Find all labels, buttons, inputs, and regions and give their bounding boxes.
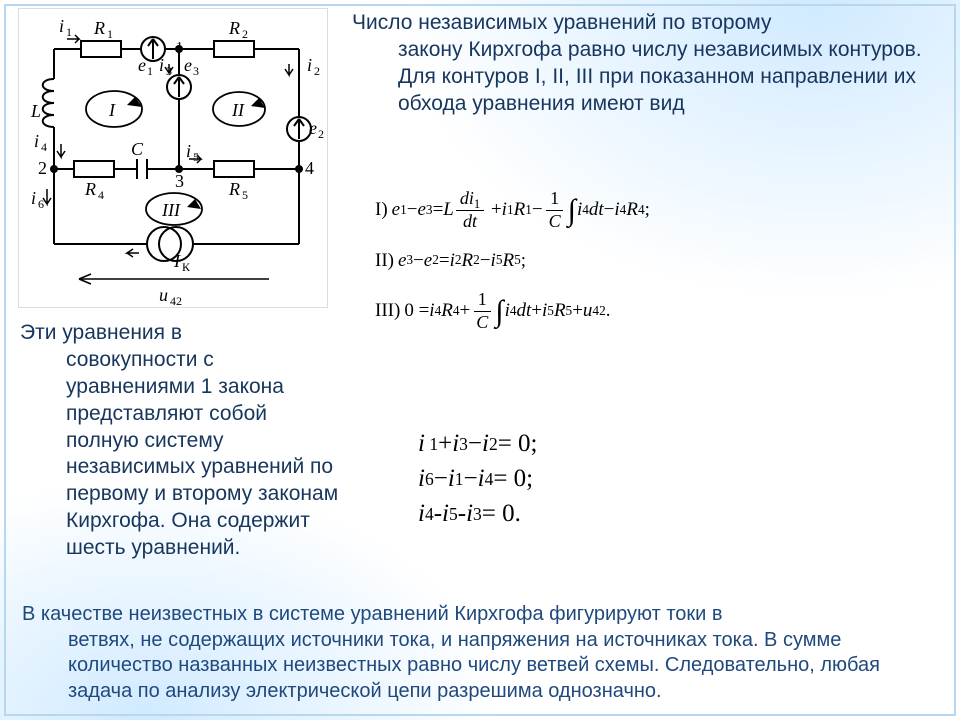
svg-text:i: i [307,55,312,75]
svg-text:i: i [31,188,36,208]
svg-text:e: e [138,55,146,75]
paragraph-top-rest: закону Кирхгофа равно числу независимых … [370,37,945,118]
paragraph-bottom-rest: ветвях, не содержащих источники тока, и … [40,628,940,705]
svg-text:4: 4 [98,188,104,202]
svg-text:3: 3 [166,64,172,78]
svg-text:3: 3 [193,64,199,78]
svg-text:i: i [34,131,39,151]
svg-text:C: C [131,139,144,159]
paragraph-mid-rest: совокупности с уравнениями 1 закона пред… [38,347,343,562]
svg-text:3: 3 [175,171,184,191]
svg-text:e: e [309,118,317,138]
equation-loop-3: III)0 = i4R4 + 1C ∫i4dt + i5R5 + u42. [375,289,950,333]
svg-text:L: L [30,101,41,121]
svg-text:II: II [231,100,245,120]
svg-text:5: 5 [193,150,199,164]
svg-text:R: R [228,18,240,38]
paragraph-bottom: В качестве неизвестных в системе уравнен… [40,602,940,704]
svg-text:e: e [184,55,192,75]
svg-text:1: 1 [176,40,183,55]
svg-text:R: R [84,179,96,199]
paragraph-mid-first: Эти уравнения в [20,321,182,344]
svg-text:I: I [173,251,181,271]
svg-text:6: 6 [38,197,44,211]
svg-text:2: 2 [38,158,47,178]
svg-text:III: III [161,200,181,220]
paragraph-bottom-first: В качестве неизвестных в системе уравнен… [22,603,723,625]
svg-text:R: R [228,179,240,199]
svg-text:1: 1 [66,25,72,39]
svg-text:1: 1 [107,27,113,41]
paragraph-top: Число независимых уравнений по второму з… [370,10,945,118]
svg-text:К: К [182,260,191,274]
svg-text:i: i [159,55,164,75]
equation-loop-1: I)e1 − e3 = L di1dt + i1R1 − 1C ∫i4dt − … [375,188,950,232]
svg-text:i: i [59,16,64,36]
svg-text:5: 5 [242,188,248,202]
svg-text:42: 42 [170,294,182,308]
svg-text:I: I [108,100,116,120]
svg-text:2: 2 [318,127,324,141]
equation-node-2: i6 − i1 − i4 = 0; [418,465,538,494]
svg-text:1: 1 [147,64,153,78]
equation-node-1: i 1 + i3 − i2 = 0; [418,430,538,459]
svg-text:u: u [159,285,168,305]
paragraph-mid: Эти уравнения в совокупности с уравнения… [38,320,343,562]
paragraph-top-first: Число независимых уравнений по второму [352,11,771,34]
circuit-diagram: i1 R1 R2 i2 e1 e3 i3 e2 L i4 C R4 i5 R5 … [18,8,328,308]
svg-text:2: 2 [242,27,248,41]
svg-text:R: R [93,18,105,38]
svg-text:4: 4 [305,158,314,178]
equation-loop-2: II)e3 − e2 = i2R2 − i5R5; [375,250,950,272]
svg-text:2: 2 [314,64,320,78]
svg-text:4: 4 [41,140,47,154]
equations-node: i 1 + i3 − i2 = 0; i6 − i1 − i4 = 0; i4 … [418,430,538,528]
svg-text:i: i [186,141,191,161]
equations-loop: I)e1 − e3 = L di1dt + i1R1 − 1C ∫i4dt − … [375,188,950,333]
equation-node-3: i4 - i5 - i3 = 0. [418,500,538,529]
